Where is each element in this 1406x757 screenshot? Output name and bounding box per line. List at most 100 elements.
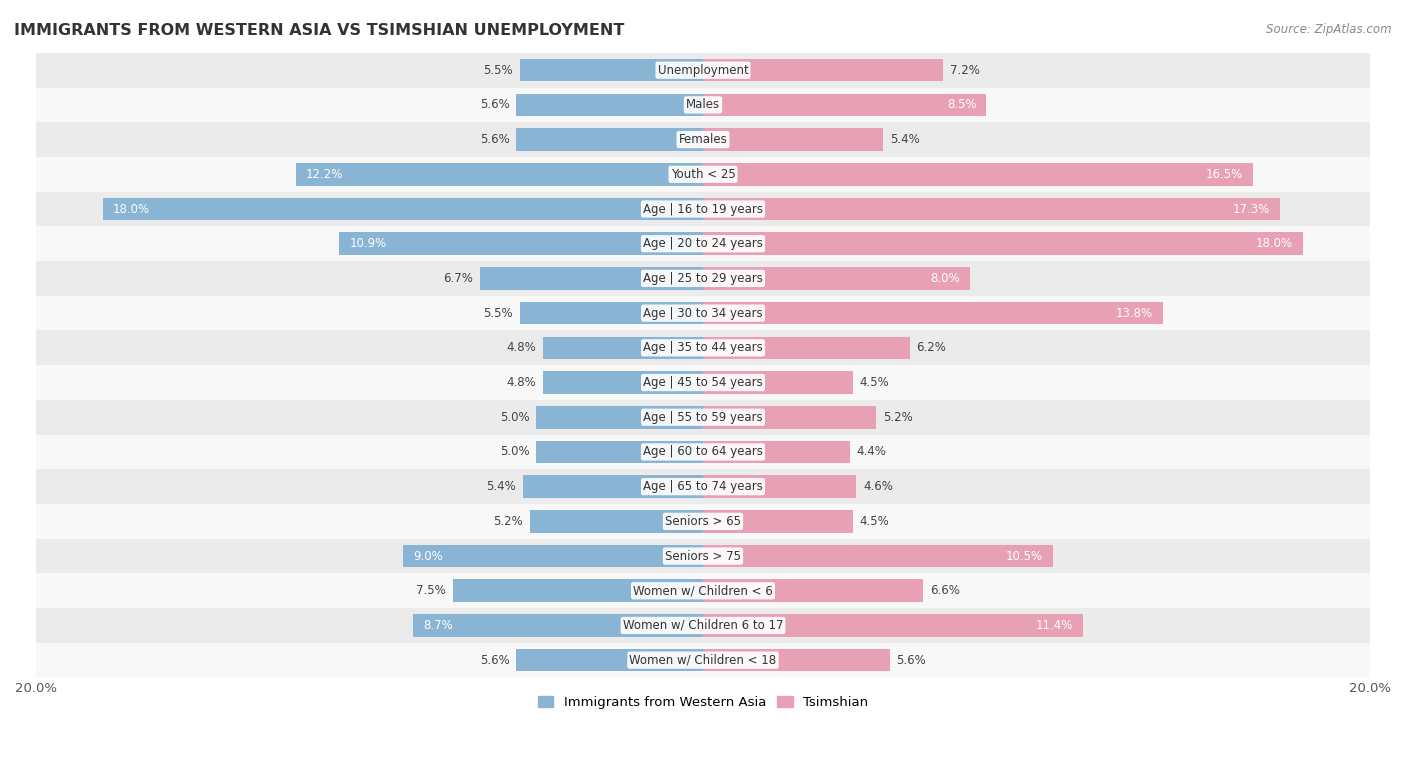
Text: 4.6%: 4.6%: [863, 480, 893, 493]
Bar: [703, 371, 853, 394]
Text: 5.6%: 5.6%: [479, 653, 509, 667]
Text: 9.0%: 9.0%: [413, 550, 443, 562]
Text: Age | 55 to 59 years: Age | 55 to 59 years: [643, 411, 763, 424]
Bar: [536, 441, 703, 463]
Text: Females: Females: [679, 133, 727, 146]
Text: Unemployment: Unemployment: [658, 64, 748, 76]
Text: Seniors > 65: Seniors > 65: [665, 515, 741, 528]
Bar: [703, 94, 987, 116]
Text: 13.8%: 13.8%: [1116, 307, 1153, 319]
Text: 18.0%: 18.0%: [112, 203, 150, 216]
Text: Age | 16 to 19 years: Age | 16 to 19 years: [643, 203, 763, 216]
Bar: [37, 123, 1369, 157]
Text: 16.5%: 16.5%: [1206, 168, 1243, 181]
Bar: [703, 649, 890, 671]
Text: 4.8%: 4.8%: [506, 341, 536, 354]
Bar: [37, 400, 1369, 435]
Bar: [37, 226, 1369, 261]
Bar: [404, 545, 703, 567]
Text: 5.5%: 5.5%: [484, 64, 513, 76]
Bar: [37, 643, 1369, 678]
Text: Age | 20 to 24 years: Age | 20 to 24 years: [643, 237, 763, 251]
Text: Source: ZipAtlas.com: Source: ZipAtlas.com: [1267, 23, 1392, 36]
Bar: [37, 365, 1369, 400]
Text: 18.0%: 18.0%: [1256, 237, 1294, 251]
Bar: [37, 296, 1369, 331]
Text: 4.8%: 4.8%: [506, 376, 536, 389]
Text: 5.2%: 5.2%: [883, 411, 912, 424]
Text: 5.4%: 5.4%: [486, 480, 516, 493]
Bar: [103, 198, 703, 220]
Bar: [37, 192, 1369, 226]
Bar: [37, 573, 1369, 608]
Text: 5.0%: 5.0%: [501, 411, 530, 424]
Text: Age | 45 to 54 years: Age | 45 to 54 years: [643, 376, 763, 389]
Bar: [37, 88, 1369, 123]
Bar: [530, 510, 703, 533]
Text: Seniors > 75: Seniors > 75: [665, 550, 741, 562]
Text: 4.5%: 4.5%: [859, 515, 890, 528]
Bar: [413, 614, 703, 637]
Bar: [339, 232, 703, 255]
Bar: [37, 261, 1369, 296]
Bar: [37, 53, 1369, 88]
Bar: [520, 59, 703, 82]
Text: 5.4%: 5.4%: [890, 133, 920, 146]
Text: IMMIGRANTS FROM WESTERN ASIA VS TSIMSHIAN UNEMPLOYMENT: IMMIGRANTS FROM WESTERN ASIA VS TSIMSHIA…: [14, 23, 624, 38]
Text: 5.0%: 5.0%: [501, 445, 530, 459]
Bar: [703, 163, 1253, 185]
Bar: [37, 469, 1369, 504]
Bar: [453, 579, 703, 602]
Bar: [703, 59, 943, 82]
Legend: Immigrants from Western Asia, Tsimshian: Immigrants from Western Asia, Tsimshian: [533, 691, 873, 715]
Text: 6.2%: 6.2%: [917, 341, 946, 354]
Text: 4.5%: 4.5%: [859, 376, 890, 389]
Bar: [543, 371, 703, 394]
Text: 5.2%: 5.2%: [494, 515, 523, 528]
Text: 5.5%: 5.5%: [484, 307, 513, 319]
Text: 6.7%: 6.7%: [443, 272, 472, 285]
Text: 8.7%: 8.7%: [423, 619, 453, 632]
Bar: [703, 302, 1163, 325]
Text: 12.2%: 12.2%: [307, 168, 343, 181]
Bar: [479, 267, 703, 290]
Text: Males: Males: [686, 98, 720, 111]
Bar: [703, 510, 853, 533]
Bar: [37, 157, 1369, 192]
Bar: [703, 337, 910, 359]
Text: Age | 60 to 64 years: Age | 60 to 64 years: [643, 445, 763, 459]
Bar: [703, 129, 883, 151]
Text: 5.6%: 5.6%: [479, 133, 509, 146]
Text: 11.4%: 11.4%: [1036, 619, 1073, 632]
Bar: [536, 406, 703, 428]
Bar: [703, 441, 849, 463]
Bar: [37, 331, 1369, 365]
Bar: [37, 504, 1369, 539]
Bar: [703, 545, 1053, 567]
Bar: [297, 163, 703, 185]
Bar: [703, 579, 924, 602]
Bar: [703, 232, 1303, 255]
Bar: [520, 302, 703, 325]
Text: 7.5%: 7.5%: [416, 584, 446, 597]
Text: Women w/ Children < 6: Women w/ Children < 6: [633, 584, 773, 597]
Bar: [523, 475, 703, 498]
Text: 8.5%: 8.5%: [946, 98, 977, 111]
Text: 17.3%: 17.3%: [1233, 203, 1270, 216]
Text: 10.9%: 10.9%: [350, 237, 387, 251]
Text: Age | 25 to 29 years: Age | 25 to 29 years: [643, 272, 763, 285]
Bar: [703, 406, 876, 428]
Bar: [37, 539, 1369, 573]
Bar: [703, 614, 1083, 637]
Bar: [703, 198, 1279, 220]
Bar: [516, 129, 703, 151]
Bar: [703, 475, 856, 498]
Bar: [703, 267, 970, 290]
Bar: [37, 435, 1369, 469]
Text: Women w/ Children < 18: Women w/ Children < 18: [630, 653, 776, 667]
Bar: [37, 608, 1369, 643]
Text: 7.2%: 7.2%: [950, 64, 980, 76]
Text: Age | 30 to 34 years: Age | 30 to 34 years: [643, 307, 763, 319]
Text: 4.4%: 4.4%: [856, 445, 886, 459]
Text: 10.5%: 10.5%: [1007, 550, 1043, 562]
